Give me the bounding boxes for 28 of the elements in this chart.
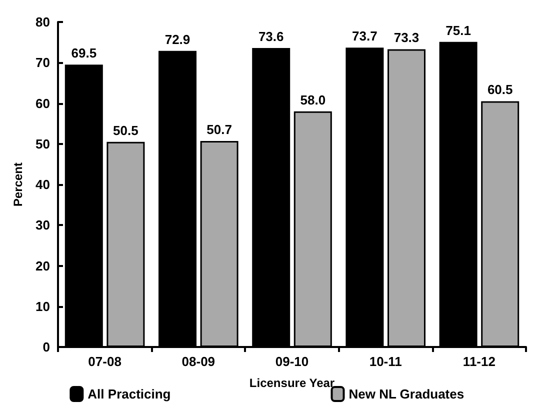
data-label: 69.5 <box>71 46 97 61</box>
data-label: 75.1 <box>446 22 471 38</box>
x-axis-title: Licensure Year <box>249 376 335 390</box>
data-label: 73.6 <box>258 29 284 44</box>
y-tick-label: 40 <box>36 177 50 192</box>
x-tick-label: 11-12 <box>462 354 496 369</box>
legend-label: New NL Graduates <box>348 386 464 402</box>
y-tick-label: 60 <box>36 96 50 111</box>
x-tick-label: 10-11 <box>369 354 402 369</box>
y-tick-label: 0 <box>42 340 50 354</box>
y-tick-label: 70 <box>36 55 50 70</box>
data-label: 72.9 <box>164 32 190 47</box>
y-tick-label: 80 <box>36 14 50 30</box>
x-tick-label: 09-10 <box>275 354 309 369</box>
y-tick-label: 30 <box>36 218 50 233</box>
y-tick-label: 20 <box>36 258 50 274</box>
data-label: 73.3 <box>394 30 420 46</box>
data-label: 73.7 <box>352 28 378 44</box>
x-tick-label: 07-08 <box>88 354 122 369</box>
y-tick-label: 10 <box>36 298 50 314</box>
legend-label: All Practicing <box>88 386 171 402</box>
data-label: 60.5 <box>487 82 513 98</box>
y-tick-label: 50 <box>36 136 50 152</box>
data-label: 50.5 <box>113 122 138 138</box>
x-tick-label: 08-09 <box>182 354 216 369</box>
y-axis-title: Percent <box>11 162 25 207</box>
data-label: 50.7 <box>206 122 232 138</box>
data-label: 58.0 <box>300 92 326 108</box>
